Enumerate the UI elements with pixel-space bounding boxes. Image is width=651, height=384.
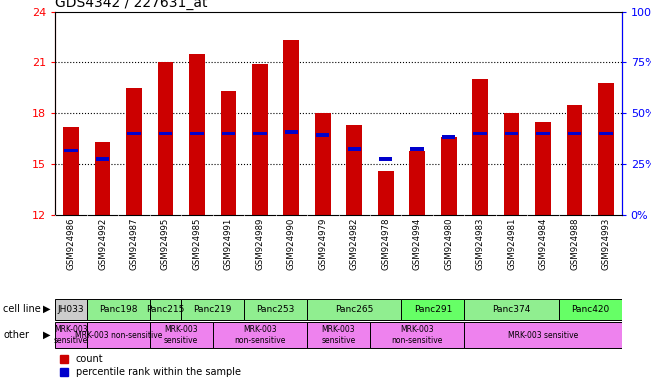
Bar (316, 134, 329, 137)
Text: GSM924994: GSM924994 (413, 217, 422, 270)
Bar (409, 151, 425, 215)
Text: MRK-003
sensitive: MRK-003 sensitive (322, 325, 355, 345)
Text: ▶: ▶ (43, 330, 51, 340)
Bar (253, 132, 266, 136)
Bar (64, 149, 77, 152)
Bar (150, 298, 181, 320)
Bar (566, 105, 583, 215)
Bar (96, 157, 109, 161)
Text: GSM924983: GSM924983 (476, 217, 484, 270)
Text: MRK-003
sensitive: MRK-003 sensitive (164, 325, 199, 345)
Text: MRK-003 non-sensitive: MRK-003 non-sensitive (75, 331, 162, 339)
Bar (536, 132, 549, 136)
Bar (568, 132, 581, 136)
Bar (464, 322, 622, 348)
Bar (126, 88, 142, 215)
Bar (307, 322, 370, 348)
Bar (600, 132, 613, 136)
Bar (284, 130, 298, 134)
Text: GSM924979: GSM924979 (318, 217, 327, 270)
Bar (87, 298, 150, 320)
Text: GSM924989: GSM924989 (255, 217, 264, 270)
Bar (535, 122, 551, 215)
Bar (94, 142, 111, 215)
Bar (370, 322, 464, 348)
Text: Panc215: Panc215 (146, 305, 185, 314)
Bar (190, 132, 204, 136)
Text: GSM924981: GSM924981 (507, 217, 516, 270)
Bar (346, 125, 362, 215)
Text: GSM924987: GSM924987 (130, 217, 139, 270)
Bar (473, 132, 487, 136)
Bar (150, 322, 213, 348)
Text: Panc420: Panc420 (571, 305, 609, 314)
Text: GSM924985: GSM924985 (193, 217, 201, 270)
Bar (464, 298, 559, 320)
Bar (158, 62, 173, 215)
Bar (598, 83, 614, 215)
Bar (221, 91, 236, 215)
Legend: count, percentile rank within the sample: count, percentile rank within the sample (60, 354, 241, 377)
Text: MRK-003 sensitive: MRK-003 sensitive (508, 331, 578, 339)
Bar (55, 322, 87, 348)
Bar (252, 64, 268, 215)
Bar (379, 157, 393, 161)
Bar (128, 132, 141, 136)
Text: GSM924992: GSM924992 (98, 217, 107, 270)
Text: GSM924986: GSM924986 (66, 217, 76, 270)
Bar (505, 132, 518, 136)
Bar (307, 298, 402, 320)
Text: other: other (3, 330, 29, 340)
Bar (222, 132, 235, 136)
Bar (189, 54, 205, 215)
Bar (441, 137, 456, 215)
Bar (402, 298, 464, 320)
Bar (87, 322, 150, 348)
Bar (55, 298, 87, 320)
Text: GSM924982: GSM924982 (350, 217, 359, 270)
Text: GSM924988: GSM924988 (570, 217, 579, 270)
Bar (283, 40, 299, 215)
Text: GSM924980: GSM924980 (444, 217, 453, 270)
Bar (559, 298, 622, 320)
Text: GSM924978: GSM924978 (381, 217, 390, 270)
Bar (472, 79, 488, 215)
Bar (411, 147, 424, 151)
Text: GSM924995: GSM924995 (161, 217, 170, 270)
Text: Panc265: Panc265 (335, 305, 374, 314)
Text: GSM924991: GSM924991 (224, 217, 233, 270)
Bar (159, 132, 172, 136)
Bar (442, 135, 455, 139)
Text: GSM924993: GSM924993 (602, 217, 611, 270)
Text: MRK-003
non-sensitive: MRK-003 non-sensitive (391, 325, 443, 345)
Text: Panc253: Panc253 (256, 305, 295, 314)
Bar (504, 113, 519, 215)
Bar (348, 147, 361, 151)
Text: Panc291: Panc291 (414, 305, 452, 314)
Text: Panc219: Panc219 (193, 305, 232, 314)
Text: ▶: ▶ (43, 304, 51, 314)
Text: GDS4342 / 227631_at: GDS4342 / 227631_at (55, 0, 208, 10)
Text: MRK-003
non-sensitive: MRK-003 non-sensitive (234, 325, 286, 345)
Text: MRK-003
sensitive: MRK-003 sensitive (54, 325, 88, 345)
Text: JH033: JH033 (58, 305, 85, 314)
Bar (244, 298, 307, 320)
Bar (315, 113, 331, 215)
Bar (378, 171, 394, 215)
Bar (181, 298, 244, 320)
Text: Panc374: Panc374 (492, 305, 531, 314)
Bar (213, 322, 307, 348)
Text: cell line: cell line (3, 304, 41, 314)
Text: Panc198: Panc198 (99, 305, 137, 314)
Text: GSM924990: GSM924990 (287, 217, 296, 270)
Text: GSM924984: GSM924984 (538, 217, 547, 270)
Bar (63, 127, 79, 215)
